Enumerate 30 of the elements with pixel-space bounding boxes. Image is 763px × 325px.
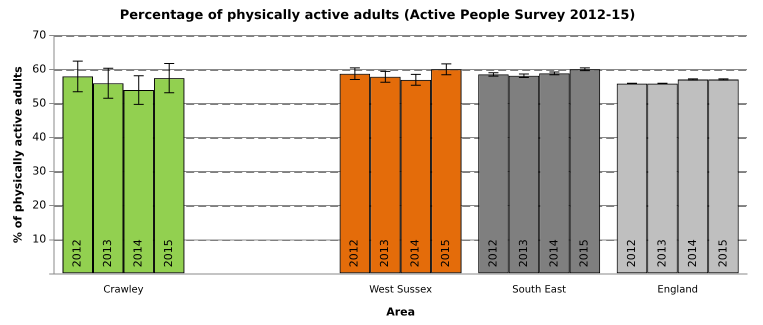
y-tick-label: 10 xyxy=(32,232,46,246)
x-tick-label: England xyxy=(657,284,698,296)
chart-title: Percentage of physically active adults (Active People Survey 2012-15) xyxy=(120,8,636,24)
x-tick-label: West Sussex xyxy=(369,284,432,296)
series-label: 2013 xyxy=(101,239,114,268)
text: 2014 xyxy=(408,239,422,268)
text: 2012 xyxy=(624,239,638,268)
y-tick-label: 70 xyxy=(32,28,46,42)
text: 2013 xyxy=(655,239,668,268)
text: 2015 xyxy=(439,239,452,268)
text: 2013 xyxy=(378,239,392,268)
series-label: 2012 xyxy=(70,239,84,268)
series-label: 2014 xyxy=(132,239,145,268)
text: 2014 xyxy=(547,239,560,268)
y-tick-label: 40 xyxy=(32,130,46,144)
y-tick-label: 60 xyxy=(32,62,46,76)
text: 2014 xyxy=(686,239,699,268)
series-label: 2015 xyxy=(162,239,176,268)
y-tick-label: 20 xyxy=(32,198,46,212)
y-tick-label: 50 xyxy=(32,96,46,110)
x-axis-title: Area xyxy=(386,305,416,318)
y-tick-label: 30 xyxy=(32,164,46,178)
x-tick-label: Crawley xyxy=(103,284,144,296)
text: 2013 xyxy=(516,239,530,268)
text: 2012 xyxy=(486,239,500,268)
y-axis-title: % of physically active adults xyxy=(11,66,24,244)
text: 2012 xyxy=(348,239,361,268)
text: 2015 xyxy=(578,239,591,268)
x-tick-label: South East xyxy=(512,284,566,296)
text: 2015 xyxy=(716,239,730,268)
